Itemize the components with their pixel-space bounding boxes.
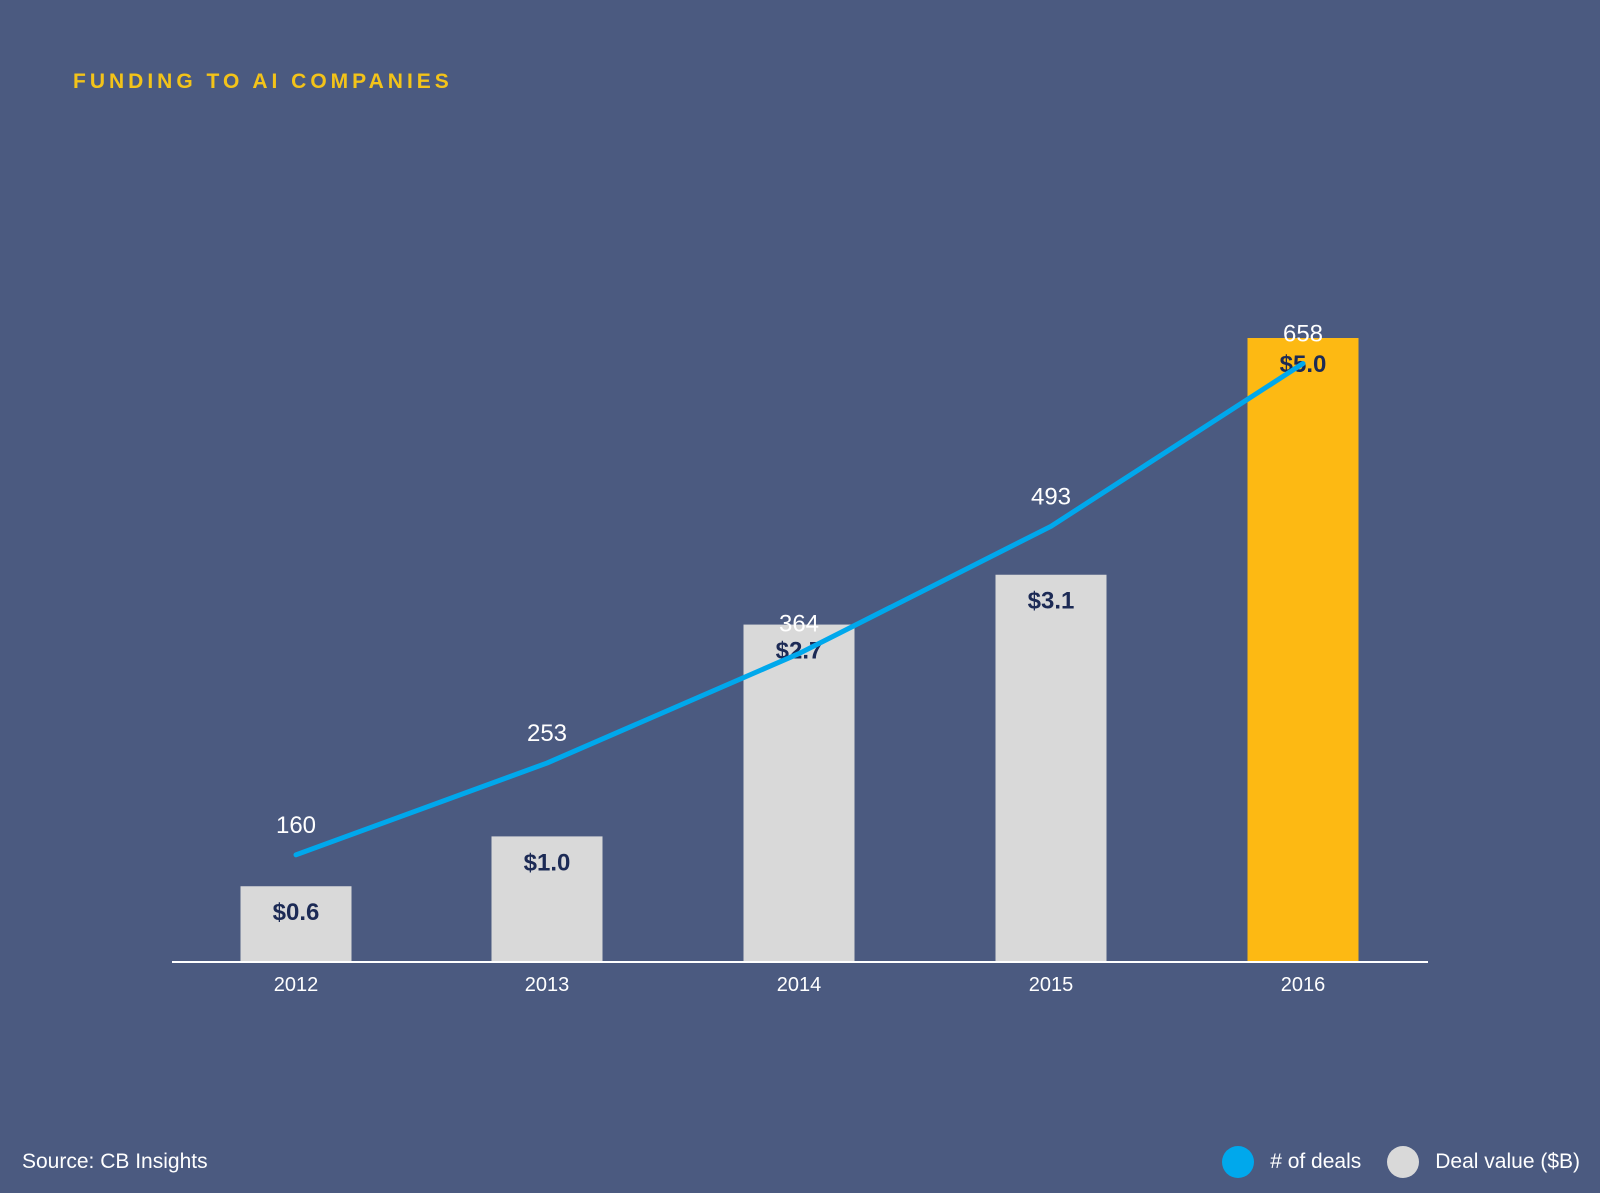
legend-item-value: Deal value ($B) bbox=[1387, 1146, 1580, 1178]
deals-label-2015: 493 bbox=[1031, 483, 1071, 510]
bar-2015 bbox=[995, 574, 1107, 961]
bar-2012 bbox=[240, 886, 352, 961]
bar-2013 bbox=[491, 836, 603, 961]
bar-value-label-2015: $3.1 bbox=[1028, 588, 1075, 615]
legend-item-deals: # of deals bbox=[1222, 1146, 1361, 1178]
deals-label-2013: 253 bbox=[527, 720, 567, 747]
legend-swatch-deals bbox=[1222, 1146, 1255, 1178]
bar-value-label-2012: $0.6 bbox=[273, 899, 320, 926]
deals-line bbox=[293, 361, 1306, 858]
bar-value-label-2013: $1.0 bbox=[524, 849, 571, 876]
x-tick-label-2014: 2014 bbox=[777, 974, 822, 996]
x-tick-label-2015: 2015 bbox=[1029, 974, 1074, 996]
bar-2014 bbox=[743, 624, 855, 961]
x-tick-label-2016: 2016 bbox=[1281, 974, 1326, 996]
source-note: Source: CB Insights bbox=[22, 1150, 208, 1173]
legend: # of deals Deal value ($B) bbox=[1196, 1146, 1580, 1178]
legend-label-value: Deal value ($B) bbox=[1435, 1150, 1580, 1173]
deals-label-2014: 364 bbox=[779, 611, 819, 638]
legend-swatch-value bbox=[1387, 1146, 1420, 1178]
deals-label-2012: 160 bbox=[276, 812, 316, 839]
x-tick-label-2012: 2012 bbox=[274, 974, 319, 996]
x-tick-label-2013: 2013 bbox=[525, 974, 570, 996]
legend-label-deals: # of deals bbox=[1270, 1150, 1362, 1173]
deals-label-2016: 658 bbox=[1283, 321, 1323, 348]
bar-2016 bbox=[1247, 338, 1359, 961]
chart-title: FUNDING TO AI COMPANIES bbox=[73, 70, 453, 93]
